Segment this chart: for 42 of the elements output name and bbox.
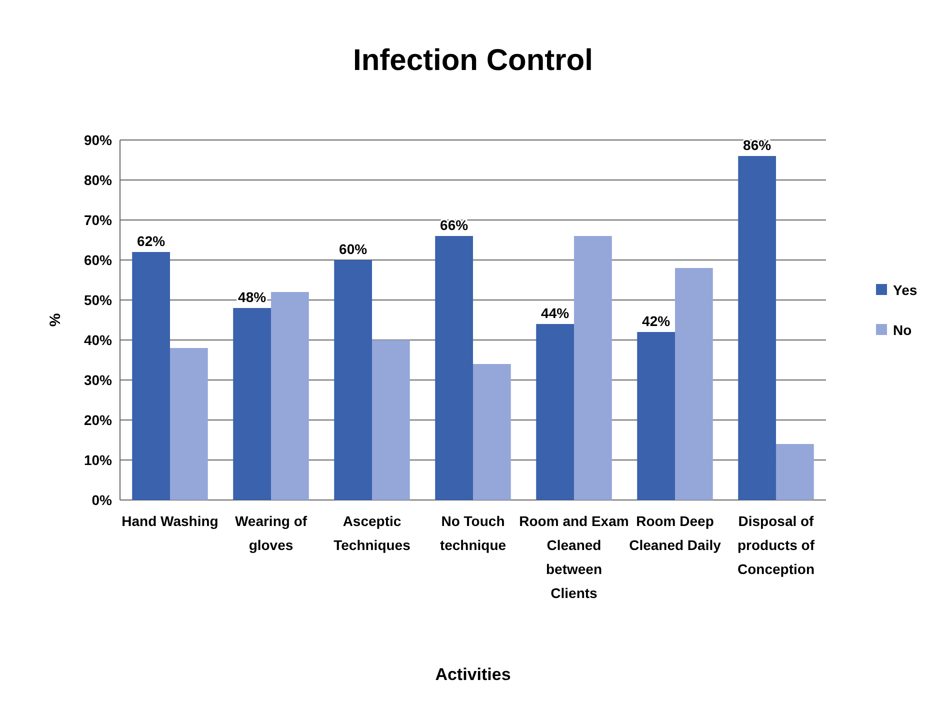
data-label: 86% <box>743 137 772 153</box>
x-tick-label: Asceptic Techniques <box>334 513 411 553</box>
bar <box>536 324 574 500</box>
y-tick-label: 80% <box>84 172 113 188</box>
y-tick-label: 20% <box>84 412 113 428</box>
x-tick-label: Disposal of products of Conception <box>738 513 815 577</box>
y-tick-label: 70% <box>84 212 113 228</box>
y-tick-label: 50% <box>84 292 113 308</box>
bar <box>675 268 713 500</box>
x-tick-label: Hand Washing <box>122 513 218 529</box>
bar <box>170 348 208 500</box>
data-label: 60% <box>339 241 368 257</box>
bar <box>637 332 676 500</box>
bar <box>233 308 271 500</box>
data-label: 42% <box>642 313 671 329</box>
bar <box>776 444 814 500</box>
y-tick-label: 90% <box>84 132 113 148</box>
y-tick-label: 40% <box>84 332 113 348</box>
bar <box>270 292 309 500</box>
legend-label: No <box>893 322 912 338</box>
y-tick-label: 10% <box>84 452 113 468</box>
bar <box>132 252 170 500</box>
bar <box>738 156 776 500</box>
y-tick-label: 0% <box>92 492 113 508</box>
y-axis-title: % <box>47 313 64 327</box>
x-tick-label: Room and Exam Cleaned between Clients <box>519 513 629 601</box>
y-tick-label: 60% <box>84 252 113 268</box>
bar <box>372 340 410 500</box>
chart-title: Infection Control <box>353 44 593 77</box>
x-tick-label: No Touch technique <box>440 513 506 553</box>
y-tick-label: 30% <box>84 372 113 388</box>
x-axis-title: Activities <box>435 665 511 684</box>
data-label: 62% <box>137 233 166 249</box>
bar <box>473 364 511 500</box>
x-tick-label: Wearing of gloves <box>234 513 308 553</box>
bar <box>334 260 372 500</box>
x-tick-label: Room Deep Cleaned Daily <box>629 513 722 553</box>
data-label: 44% <box>541 305 570 321</box>
data-label: 66% <box>440 217 469 233</box>
bar <box>574 236 612 500</box>
legend-label: Yes <box>893 282 918 298</box>
bar <box>435 236 473 500</box>
